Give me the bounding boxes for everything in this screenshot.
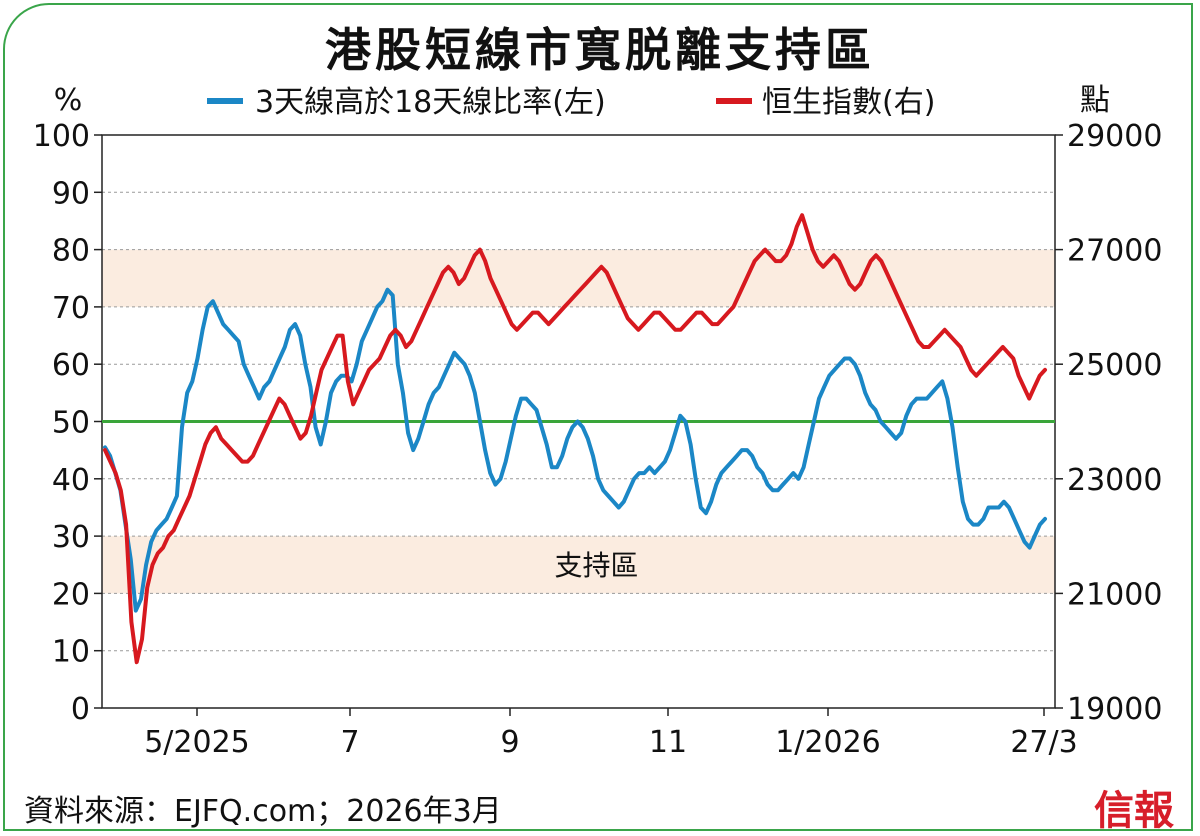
x-tick-label: 1/2026 [775,725,881,760]
chart-title: 港股短線市寬脱離支持區 [325,23,875,77]
right-tick-label: 21000 [1067,577,1162,612]
right-tick-label: 27000 [1067,234,1162,269]
publisher-logo: 信報 [1094,787,1174,834]
right-tick-label: 29000 [1067,119,1162,154]
x-tick-label: 7 [340,725,359,760]
x-tick-label: 11 [649,725,687,760]
x-tick-label: 9 [500,725,519,760]
left-tick-label: 60 [52,348,90,383]
left-tick-label: 100 [33,119,90,154]
band-rect [102,249,1055,307]
left-tick-label: 30 [52,520,90,555]
hsi-line [103,213,1047,665]
band-label: 支持區 [554,549,638,582]
left-tick-label: 80 [52,234,90,269]
right-tick-label: 19000 [1067,692,1162,727]
left-tick-label: 20 [52,577,90,612]
left-tick-label: 70 [52,291,90,326]
band-rect [102,536,1055,594]
right-tick-label: 25000 [1067,348,1162,383]
right-tick-label: 23000 [1067,463,1162,498]
left-tick-label: 40 [52,463,90,498]
source-note: 資料來源：EJFQ.com；2026年3月 [24,794,502,829]
legend-label: 3天線高於18天線比率(左) [255,85,606,120]
legend-label: 恒生指數(右) [762,85,935,120]
left-tick-label: 90 [52,176,90,211]
left-tick-label: 10 [52,635,90,670]
x-tick-label: 5/2025 [144,725,250,760]
left-tick-label: 0 [71,692,90,727]
breadth-ratio-line [103,287,1047,613]
left-unit-label: % [54,83,83,118]
x-tick-label: 27/3 [1010,725,1077,760]
right-unit-label: 點 [1080,83,1110,118]
chart-frame [3,3,1193,831]
left-tick-label: 50 [52,406,90,441]
